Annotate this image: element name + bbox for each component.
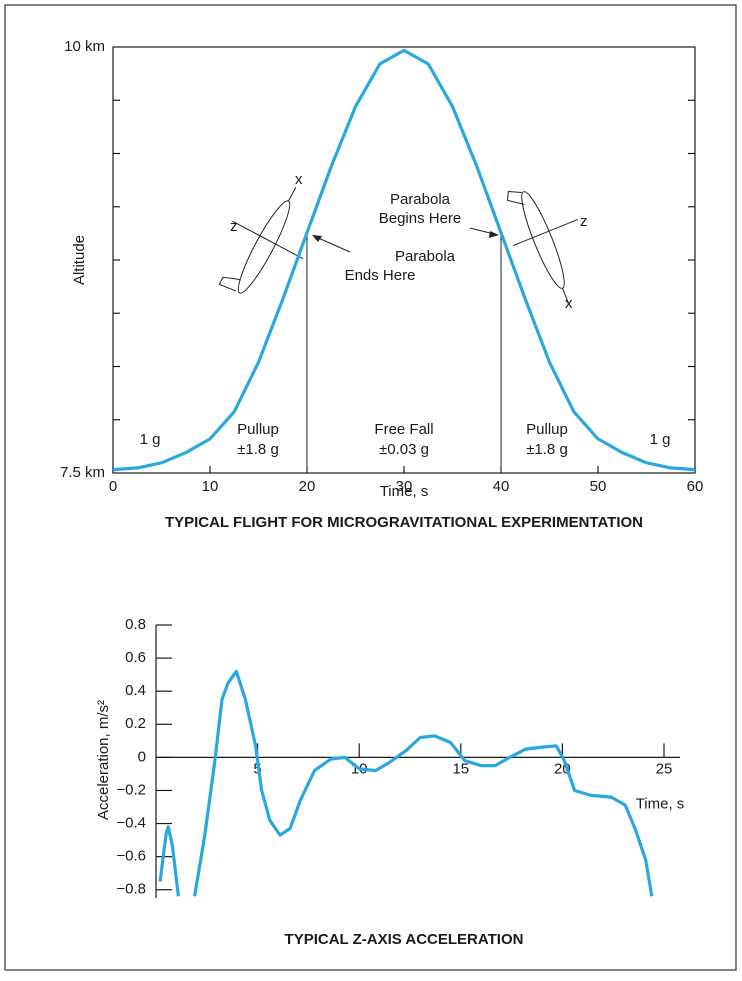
y-tick-label: 7.5 km: [60, 464, 105, 481]
y-tick-label: −0.8: [116, 881, 146, 898]
x-tick-label: 20: [299, 478, 316, 495]
y-tick-label: −0.2: [116, 781, 146, 798]
y-tick-label: 0.6: [125, 649, 146, 666]
annotation: ±1.8 g: [526, 441, 568, 458]
arrow-head: [489, 231, 499, 238]
airplane-icon: [507, 190, 579, 304]
x-axis-label: Time, s: [380, 483, 429, 500]
x-tick-label: 10: [202, 478, 219, 495]
axis-icon-label: z: [230, 218, 238, 235]
chart-title: TYPICAL FLIGHT FOR MICROGRAVITATIONAL EX…: [165, 514, 643, 531]
y-tick-label: 10 km: [64, 38, 105, 55]
y-tick-label: 0.2: [125, 715, 146, 732]
annotation: 1 g: [140, 431, 161, 448]
annotation: ±1.8 g: [237, 441, 279, 458]
y-tick-label: −0.6: [116, 848, 146, 865]
chart-title: TYPICAL Z-AXIS ACCELERATION: [285, 931, 524, 948]
annotation: ±0.03 g: [379, 441, 429, 458]
x-tick-label: 0: [109, 478, 117, 495]
frame: [4, 4, 737, 971]
x-tick-label: 60: [687, 478, 704, 495]
y-tick-label: −0.4: [116, 815, 146, 832]
annotation: Ends Here: [345, 267, 416, 284]
y-tick-label: 0: [138, 748, 146, 765]
axis-icon-label: x: [565, 295, 573, 312]
annotation: Begins Here: [379, 210, 462, 227]
annotation: Pullup: [526, 421, 568, 438]
annotation: Pullup: [237, 421, 279, 438]
airplane-icon: [218, 186, 304, 294]
y-axis-label: Altitude: [71, 235, 88, 285]
x-axis-label: Time, s: [636, 795, 685, 812]
x-tick-label: 15: [452, 760, 469, 777]
data-line: [112, 48, 696, 472]
x-tick-label: 30: [396, 478, 413, 495]
annotation: Parabola: [395, 248, 456, 265]
x-tick-label: 40: [493, 478, 510, 495]
x-tick-label: 50: [590, 478, 607, 495]
y-tick-label: 0.4: [125, 682, 146, 699]
annotation: 1 g: [650, 431, 671, 448]
data-line: [158, 669, 654, 897]
annotation: Free Fall: [374, 421, 433, 438]
arrow: [315, 236, 351, 253]
annotation: Parabola: [390, 191, 451, 208]
x-tick-label: 25: [656, 760, 673, 777]
y-axis-label: Acceleration, m/s²: [95, 700, 112, 820]
axis-icon-label: z: [580, 213, 588, 230]
axis-icon-label: x: [295, 171, 303, 188]
arrow-head: [312, 235, 322, 242]
y-tick-label: 0.8: [125, 616, 146, 633]
